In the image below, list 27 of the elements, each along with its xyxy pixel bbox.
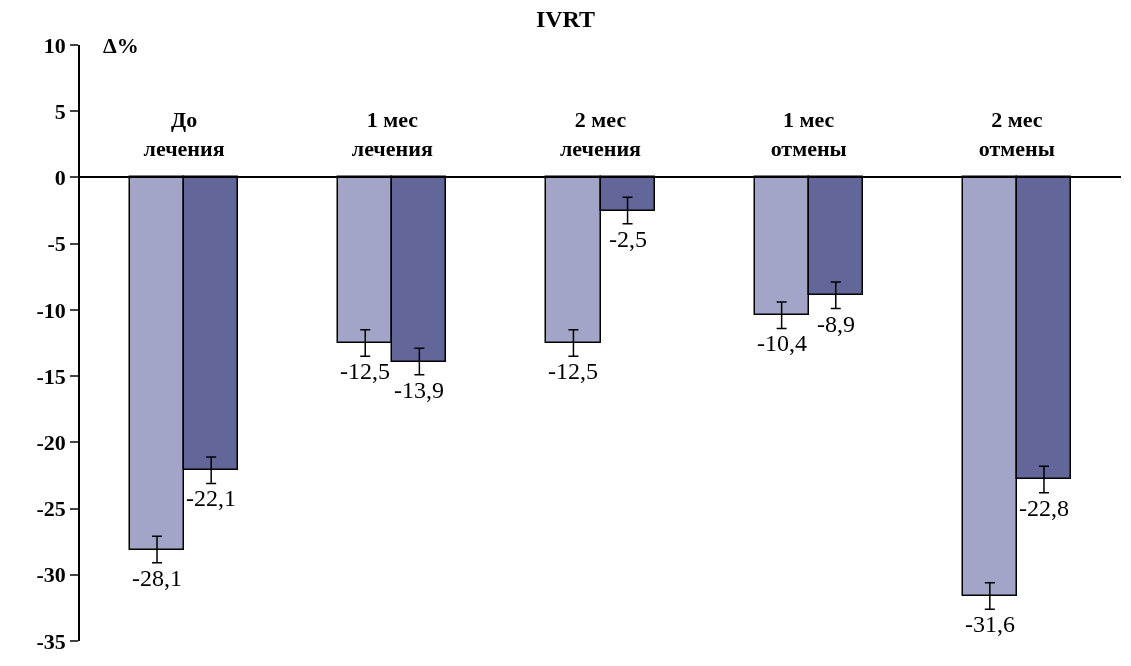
x-tick-label: 2 мес отмены <box>978 107 1055 161</box>
data-label: -22,1 <box>186 485 236 511</box>
data-label: -2,5 <box>609 226 647 252</box>
data-label: -12,5 <box>548 358 598 384</box>
y-tick-label: -30 <box>36 562 66 588</box>
y-tick-label: -25 <box>36 496 66 522</box>
chart-title: IVRT <box>535 5 596 32</box>
data-label: -10,4 <box>757 330 807 356</box>
y-tick-label: 0 <box>54 165 66 191</box>
x-tick-label: 1 мес лечения <box>351 107 433 161</box>
data-label: -13,9 <box>394 377 444 403</box>
data-label: -8,9 <box>817 311 855 337</box>
data-label: -31,6 <box>965 611 1015 637</box>
data-label: -28,1 <box>132 565 182 591</box>
data-label: -12,5 <box>340 358 390 384</box>
y-tick-label: 5 <box>54 98 66 124</box>
y-tick-label: -15 <box>36 363 66 389</box>
y-axis-title: Δ% <box>103 33 139 58</box>
x-tick-label: 2 мес лечения <box>560 107 642 161</box>
data-label: -22,8 <box>1019 495 1069 521</box>
x-tick-label: 1 мес отмены <box>770 107 847 161</box>
x-tick-label: До лечения <box>143 107 225 161</box>
y-tick-label: 10 <box>43 32 66 58</box>
y-tick-label: -10 <box>36 297 66 323</box>
y-tick-label: -35 <box>36 628 66 654</box>
y-tick-label: -5 <box>47 231 66 257</box>
y-tick-label: -20 <box>36 430 66 456</box>
